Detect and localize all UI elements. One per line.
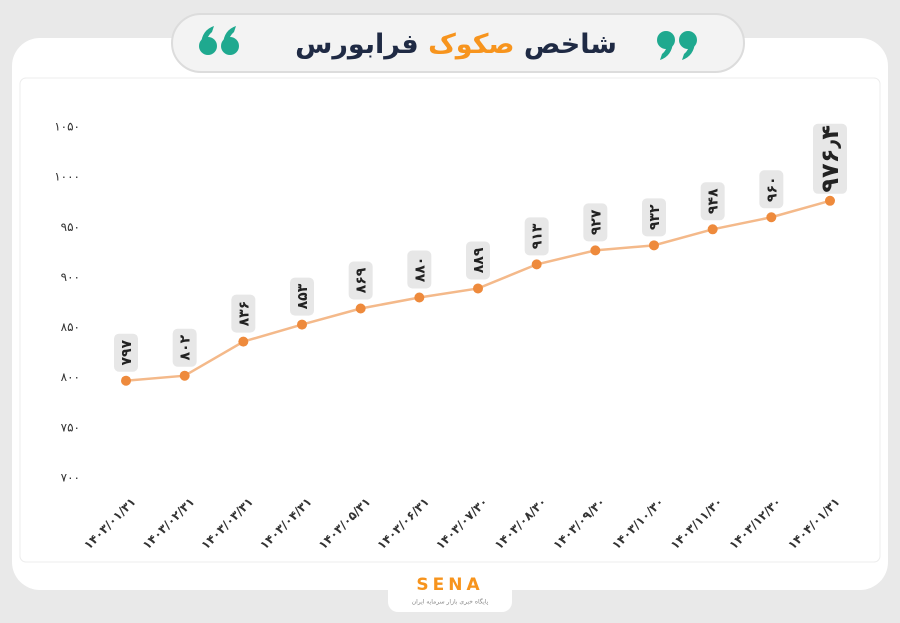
y-tick-label: ۹۰۰ — [61, 270, 80, 284]
value-label-group: ۸۵۳ — [290, 277, 314, 316]
y-tick-label: ۷۵۰ — [61, 420, 80, 434]
value-label-box — [642, 198, 666, 237]
marker — [473, 283, 483, 294]
value-label-box — [759, 170, 784, 209]
value-label-group: ۹۶۰ — [759, 170, 784, 209]
plot-frame — [19, 77, 881, 563]
quote-right — [657, 31, 697, 60]
y-tick-label: ۸۰۰ — [61, 370, 80, 384]
value-label: ۸۳۶ — [236, 301, 252, 327]
logo-box — [388, 566, 512, 612]
value-label-box — [231, 294, 256, 333]
value-label-box — [524, 217, 549, 256]
marker — [414, 292, 425, 303]
title-word: شاخص — [524, 29, 617, 60]
marker — [707, 224, 718, 235]
value-label-group: ۸۸۹ — [466, 241, 490, 280]
chart-title: شاخص صکوک فرابورس — [295, 29, 617, 60]
marker — [238, 336, 249, 347]
value-label: ۹۳۲ — [647, 204, 663, 230]
value-label-group: ۷۹۷ — [114, 333, 138, 372]
value-label-box — [172, 328, 197, 367]
marker — [531, 259, 542, 270]
y-tick-label: ۹۵۰ — [61, 220, 80, 234]
value-label-box — [700, 182, 725, 221]
value-label-box — [813, 123, 847, 194]
quote-left — [199, 26, 239, 55]
value-label: ۸۰۲ — [178, 334, 194, 360]
value-label: ۹۲۷ — [588, 209, 604, 235]
value-label: ۷۹۷ — [119, 339, 135, 365]
value-label-group: ۹۴۸ — [700, 182, 725, 221]
value-label-group: ۸۸۰ — [407, 250, 432, 289]
value-label-box — [466, 241, 490, 280]
y-tick-label: ۱۰۵۰ — [54, 120, 80, 134]
value-label-group: ۸۶۹ — [348, 261, 373, 300]
title-word: صکوک — [428, 29, 514, 60]
y-tick-label: ۱۰۰۰ — [54, 170, 80, 184]
title-pill — [171, 13, 745, 73]
value-label: ۹۶۰ — [764, 176, 780, 202]
value-label-group: ۹۲۷ — [583, 203, 608, 242]
y-tick-label: ۷۰۰ — [61, 471, 80, 485]
marker — [766, 212, 777, 223]
logo-name: SENA — [416, 575, 483, 595]
value-label-box — [407, 250, 432, 289]
title-word: فرابورس — [295, 29, 419, 60]
marker — [825, 195, 835, 206]
logo-tagline: پایگاه خبری بازار سرمایه ایران — [412, 598, 489, 606]
value-label: ۸۶۹ — [354, 267, 370, 293]
value-label-box — [290, 277, 314, 316]
marker — [121, 375, 131, 386]
value-label-box — [583, 203, 608, 242]
value-label-box — [348, 261, 373, 300]
value-label: ۸۵۳ — [295, 283, 311, 309]
value-label: ۸۸۰ — [412, 257, 428, 283]
value-label-box — [114, 333, 138, 372]
marker — [649, 240, 659, 251]
value-label: ۹۷۶٫۴ — [816, 125, 844, 193]
marker — [355, 303, 366, 314]
value-label-group: ۸۰۲ — [172, 328, 197, 367]
value-label-group: ۸۳۶ — [231, 294, 256, 333]
value-label: ۹۱۳ — [530, 223, 546, 249]
value-label: ۹۴۸ — [706, 188, 722, 214]
value-label-group: ۹۳۲ — [642, 198, 666, 237]
marker — [179, 370, 190, 381]
value-label-group: ۹۷۶٫۴ — [813, 123, 847, 194]
marker — [590, 245, 601, 256]
marker — [297, 319, 307, 330]
value-label-group: ۹۱۳ — [524, 217, 549, 256]
value-label: ۸۸۹ — [471, 247, 487, 273]
y-tick-label: ۸۵۰ — [61, 320, 80, 334]
